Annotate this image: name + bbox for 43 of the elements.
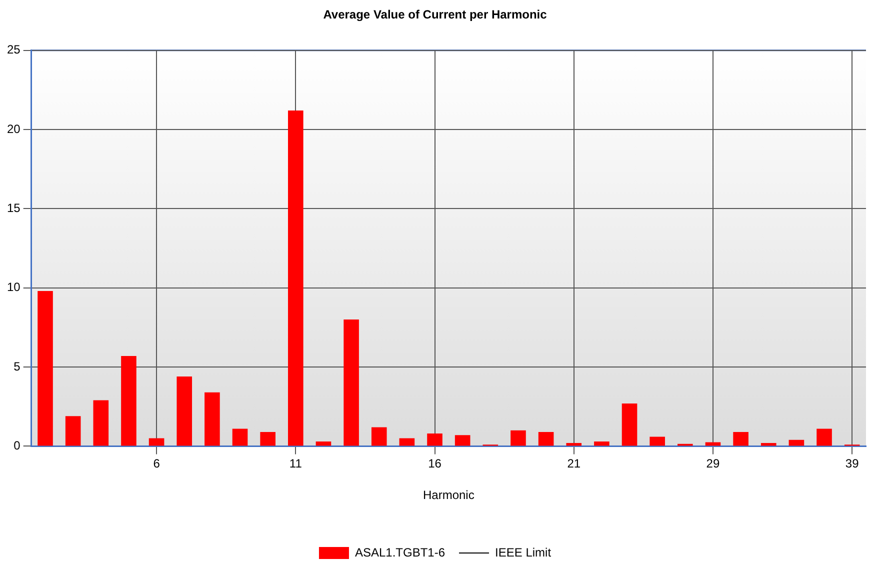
bar (538, 432, 554, 446)
bar (566, 443, 582, 446)
bar (288, 110, 304, 446)
bar (344, 320, 359, 446)
y-tick-label: 10 (6, 280, 21, 294)
legend-label: IEEE Limit (495, 545, 552, 560)
y-tick-label: 25 (6, 42, 21, 57)
x-tick-label: 11 (289, 456, 302, 471)
bar (705, 442, 721, 446)
y-tick-label: 15 (6, 201, 21, 216)
bar (733, 432, 748, 446)
bar (454, 435, 470, 446)
x-tick-label: 21 (567, 456, 581, 471)
x-tick-label: 6 (153, 456, 160, 471)
bar (65, 416, 81, 446)
bar (760, 443, 776, 446)
bar (316, 441, 332, 446)
bar (594, 441, 610, 446)
bar (260, 432, 276, 446)
bar (622, 403, 638, 446)
chart-title: Average Value of Current per Harmonic (323, 8, 548, 22)
bar (121, 356, 136, 446)
x-tick-label: 39 (845, 456, 860, 471)
x-tick-label: 29 (706, 456, 720, 471)
legend-label: ASAL1.TGBT1-6 (354, 545, 446, 560)
bar (204, 392, 220, 446)
bar (38, 291, 53, 446)
x-tick-label: 16 (428, 456, 442, 471)
bar (371, 427, 387, 446)
bar (816, 428, 832, 446)
y-tick-label: 5 (14, 359, 21, 374)
bar (176, 376, 192, 446)
bar (399, 438, 415, 446)
bar (788, 440, 804, 446)
bar (427, 434, 442, 446)
bar (148, 438, 164, 446)
y-tick-label: 0 (14, 438, 21, 453)
bar (650, 436, 665, 446)
y-tick-label: 20 (6, 122, 21, 136)
bar (93, 400, 109, 446)
bar (510, 430, 526, 446)
x-axis-title: Harmonic (422, 488, 474, 502)
bar (232, 428, 248, 446)
